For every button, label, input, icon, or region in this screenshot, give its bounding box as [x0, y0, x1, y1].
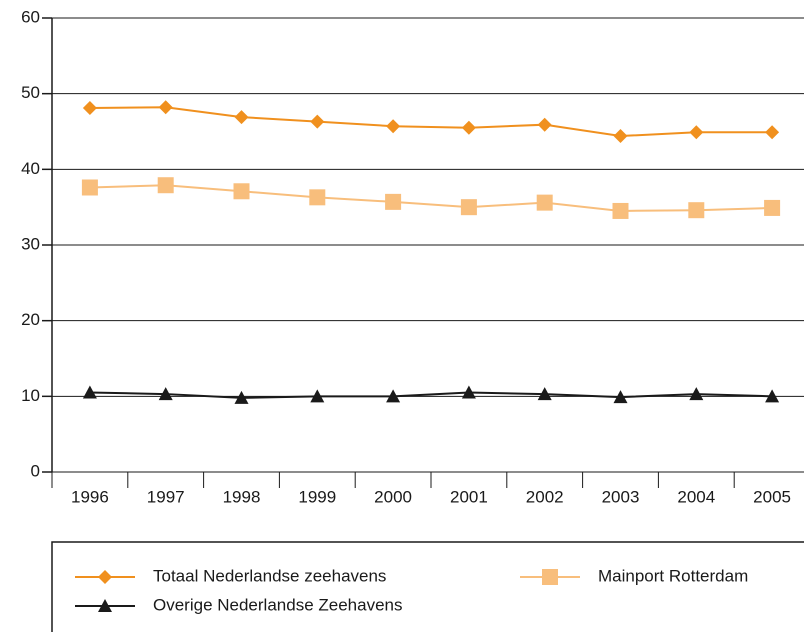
- series-line: [89, 391, 773, 399]
- x-tick-label: 2000: [374, 487, 412, 506]
- data-point: [82, 101, 97, 116]
- data-point: [461, 385, 476, 399]
- data-point: [158, 387, 173, 401]
- data-point: [461, 120, 476, 135]
- data-point: [309, 189, 326, 206]
- y-tick-label: 60: [21, 7, 40, 26]
- data-point: [385, 193, 402, 210]
- legend-marker: [98, 570, 112, 584]
- data-point: [537, 387, 552, 401]
- legend-marker: [542, 569, 558, 585]
- legend-label: Overige Nederlandse Zeehavens: [153, 595, 402, 614]
- y-tick-label: 0: [31, 461, 40, 480]
- series-line: [89, 106, 773, 138]
- data-point: [460, 199, 477, 216]
- x-tick-label: 1996: [71, 487, 109, 506]
- data-point: [310, 114, 325, 129]
- x-tick-label: 2004: [677, 487, 715, 506]
- y-tick-label: 50: [21, 83, 40, 102]
- legend-label: Mainport Rotterdam: [598, 566, 748, 585]
- legend-label: Totaal Nederlandse zeehavens: [153, 566, 386, 585]
- data-point: [764, 199, 781, 216]
- y-tick-label: 40: [21, 159, 40, 178]
- data-point: [537, 117, 552, 132]
- data-point: [689, 125, 704, 140]
- data-point: [234, 390, 249, 404]
- data-point: [613, 129, 628, 144]
- data-point: [765, 389, 780, 403]
- x-tick-label: 1999: [298, 487, 336, 506]
- data-point: [536, 194, 553, 211]
- legend-box: [51, 541, 804, 632]
- data-point: [81, 179, 98, 196]
- y-tick-label: 10: [21, 386, 40, 405]
- data-point: [310, 389, 325, 403]
- legend-marker: [98, 599, 112, 612]
- x-tick-label: 1998: [223, 487, 261, 506]
- data-point: [386, 119, 401, 134]
- y-tick-label: 30: [21, 234, 40, 253]
- data-point: [158, 100, 173, 115]
- data-point: [765, 125, 780, 140]
- data-point: [613, 390, 628, 404]
- data-point: [689, 387, 704, 401]
- data-point: [612, 202, 629, 219]
- series-line: [89, 184, 773, 212]
- data-point: [386, 389, 401, 403]
- data-point: [82, 385, 97, 399]
- x-tick-label: 1997: [147, 487, 185, 506]
- data-point: [688, 202, 705, 219]
- data-point: [234, 110, 249, 125]
- x-tick-label: 2002: [526, 487, 564, 506]
- x-tick-label: 2005: [753, 487, 791, 506]
- y-tick-label: 20: [21, 310, 40, 329]
- x-tick-label: 2003: [602, 487, 640, 506]
- x-tick-label: 2001: [450, 487, 488, 506]
- data-point: [233, 183, 250, 200]
- data-point: [157, 177, 174, 194]
